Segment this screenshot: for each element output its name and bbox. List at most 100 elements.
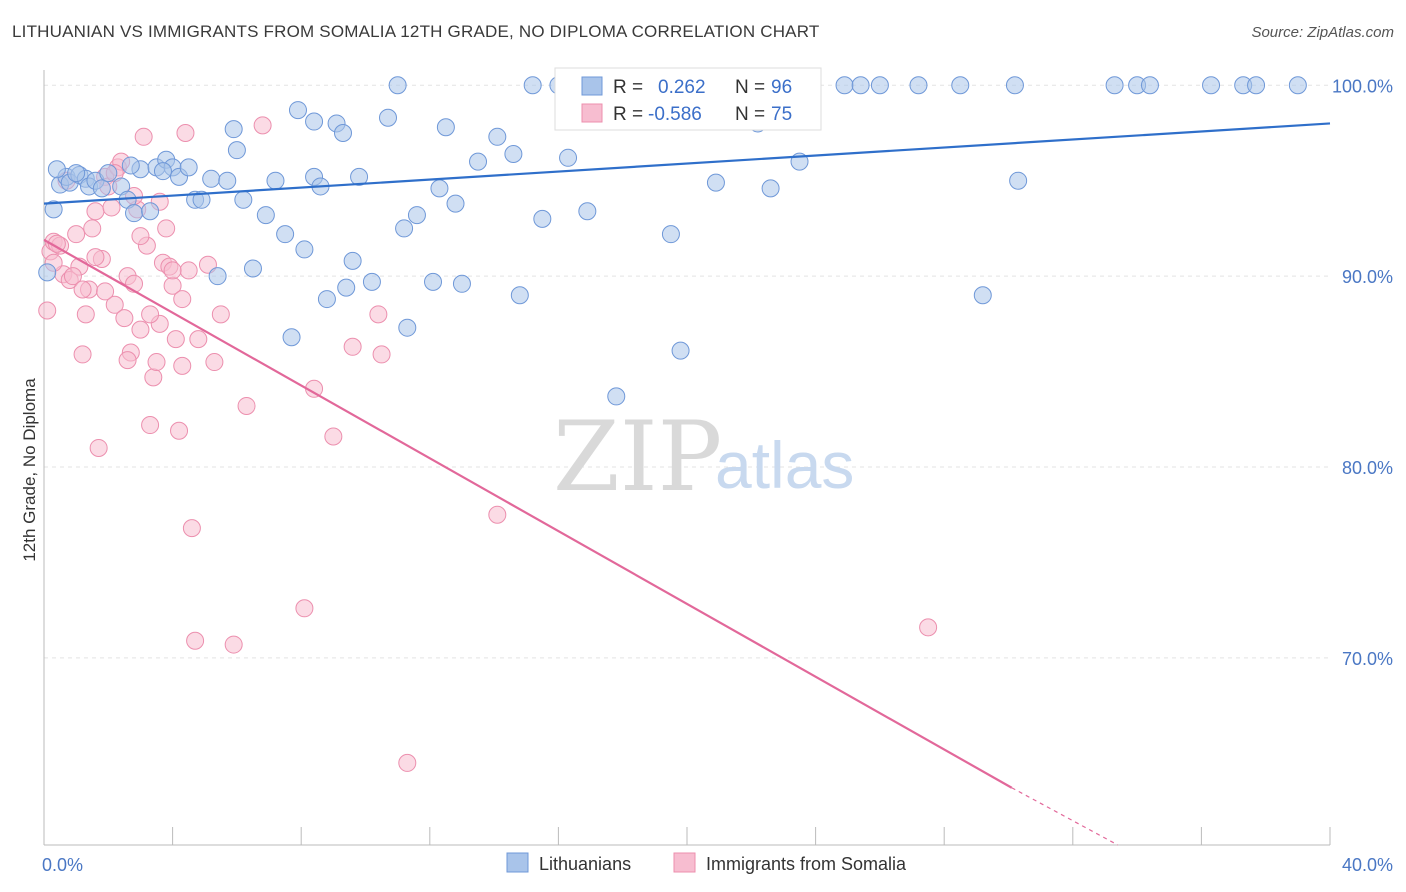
lithuanian-point-60 xyxy=(706,173,725,192)
lithuanian-point-64 xyxy=(973,286,992,305)
somalia-point-48 xyxy=(224,635,243,654)
legend-swatch-somalia xyxy=(581,103,603,123)
somalia-point-19 xyxy=(105,295,124,314)
somalia-point-38 xyxy=(170,421,189,440)
lithuanian-point-46 xyxy=(430,179,449,198)
x-tick-labels: 0.0% 40.0% xyxy=(42,855,1393,875)
lithuanian-point-59 xyxy=(671,341,690,360)
somalia-point-42 xyxy=(182,519,201,538)
trend-lines xyxy=(43,122,1331,846)
bottom-legend-lithuanians: Lithuanians xyxy=(539,854,631,874)
lithuanian-point-58 xyxy=(661,225,680,244)
lithuanian-point-56 xyxy=(578,202,597,221)
lithuanian-point-85 xyxy=(870,76,889,95)
somalia-point-21 xyxy=(115,309,134,328)
lithuanian-point-42 xyxy=(395,219,414,238)
lithuanian-point-28 xyxy=(266,171,285,190)
lithuanian-point-26 xyxy=(243,259,262,278)
lithuanian-point-83 xyxy=(835,76,854,95)
lithuanian-point-9 xyxy=(99,164,118,183)
lithuanian-point-45 xyxy=(424,272,443,291)
legend-n-label-1: N = xyxy=(735,77,765,98)
somalia-point-34 xyxy=(157,219,176,238)
lithuanian-point-53 xyxy=(510,286,529,305)
lithuanian-point-62 xyxy=(761,179,780,198)
somalia-point-62 xyxy=(86,248,105,267)
somalia-point-13 xyxy=(86,202,105,221)
lithuanian-point-21 xyxy=(202,169,221,188)
watermark: ZIP atlas xyxy=(553,401,854,513)
somalia-points xyxy=(38,116,938,772)
axes xyxy=(43,70,1331,846)
somalia-point-29 xyxy=(141,416,160,435)
somalia-point-43 xyxy=(186,631,205,650)
somalia-point-59 xyxy=(919,618,938,637)
somalia-point-69 xyxy=(96,282,115,301)
source-label: Source: ZipAtlas.com xyxy=(1251,24,1394,41)
lithuanian-point-12 xyxy=(125,204,144,223)
somalia-point-0 xyxy=(38,301,57,320)
lithuanian-point-90 xyxy=(1140,76,1159,95)
legend-r-value-2: -0.586 xyxy=(648,104,702,125)
legend-n-value-1: 96 xyxy=(771,77,792,98)
somalia-point-47 xyxy=(211,305,230,324)
lithuanian-point-72 xyxy=(192,190,211,209)
somalia-point-61 xyxy=(63,267,82,286)
y-tick-labels: 100.0% 90.0% 80.0% 70.0% xyxy=(1332,76,1393,669)
lithuanian-point-91 xyxy=(1202,76,1221,95)
somalia-point-73 xyxy=(141,305,160,324)
lithuanian-point-29 xyxy=(276,225,295,244)
somalia-point-67 xyxy=(163,261,182,280)
lithuanian-point-50 xyxy=(469,152,488,171)
x-tick-label-0: 0.0% xyxy=(42,855,83,875)
somalia-point-68 xyxy=(173,356,192,375)
lithuanian-point-70 xyxy=(121,156,140,175)
lithuanian-trend-line xyxy=(43,122,1331,205)
lithuanian-point-68 xyxy=(47,160,66,179)
lithuanian-point-51 xyxy=(488,127,507,146)
somalia-point-55 xyxy=(369,305,388,324)
somalia-point-27 xyxy=(134,127,153,146)
somalia-point-57 xyxy=(398,753,417,772)
somalia-point-50 xyxy=(253,116,272,135)
legend: R = 0.262 N = 96 R = -0.586 N = 75 xyxy=(554,67,822,131)
legend-n-value-2: 75 xyxy=(771,104,792,125)
lithuanian-point-49 xyxy=(452,274,471,293)
lithuanian-point-73 xyxy=(224,120,243,139)
y-tick-label-2: 80.0% xyxy=(1342,458,1393,478)
lithuanian-point-35 xyxy=(317,290,336,309)
somalia-point-53 xyxy=(324,427,343,446)
y-tick-label-0: 100.0% xyxy=(1332,76,1393,96)
lithuanian-point-55 xyxy=(559,148,578,167)
somalia-point-10 xyxy=(76,305,95,324)
somalia-point-18 xyxy=(102,198,121,217)
lithuanian-point-88 xyxy=(1005,76,1024,95)
lithuanian-point-41 xyxy=(379,108,398,127)
somalia-point-54 xyxy=(343,337,362,356)
lithuanian-point-31 xyxy=(288,101,307,120)
lithuanian-point-47 xyxy=(436,118,455,137)
somalia-point-44 xyxy=(189,330,208,349)
lithuanian-point-67 xyxy=(38,263,57,282)
legend-n-label-2: N = xyxy=(735,104,765,125)
somalia-point-14 xyxy=(89,438,108,457)
somalia-trend-line xyxy=(43,238,1013,789)
lithuanian-point-24 xyxy=(227,141,246,160)
lithuanian-point-25 xyxy=(234,190,253,209)
lithuanian-point-14 xyxy=(141,202,160,221)
legend-r-value-1: 0.262 xyxy=(658,77,706,98)
lithuanian-point-69 xyxy=(67,164,86,183)
lithuanian-point-54 xyxy=(533,209,552,228)
somalia-point-71 xyxy=(73,280,92,299)
somalia-point-51 xyxy=(295,599,314,618)
lithuanian-point-38 xyxy=(343,251,362,270)
lithuanian-point-43 xyxy=(398,318,417,337)
bottom-legend-somalia: Immigrants from Somalia xyxy=(706,854,907,874)
somalia-point-46 xyxy=(205,353,224,372)
somalia-point-40 xyxy=(176,123,195,142)
lithuanian-point-22 xyxy=(208,267,227,286)
lithuanian-point-65 xyxy=(1009,171,1028,190)
lithuanian-point-48 xyxy=(446,194,465,213)
somalia-point-39 xyxy=(173,290,192,309)
somalia-point-26 xyxy=(131,320,150,339)
